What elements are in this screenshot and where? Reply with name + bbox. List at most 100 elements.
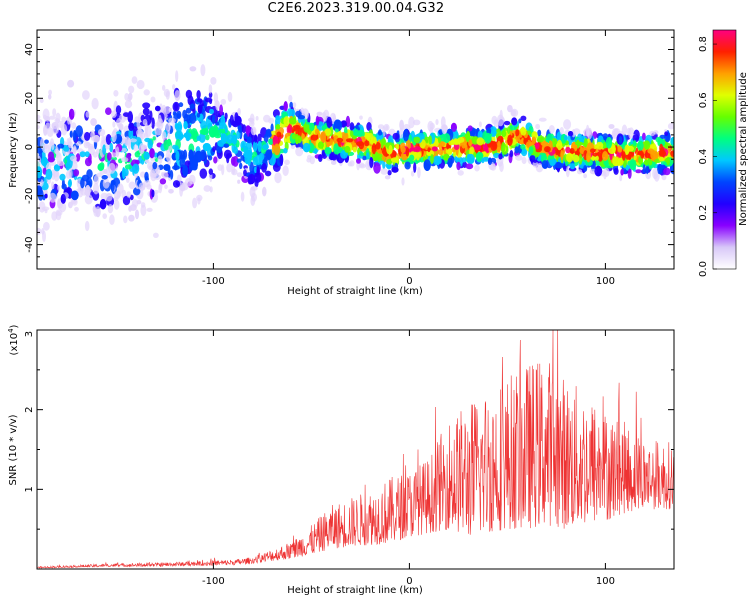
heatmap-cell <box>443 133 451 144</box>
heatmap-cell <box>43 124 48 136</box>
heatmap-cell <box>174 123 183 130</box>
heatmap-cell <box>467 125 473 132</box>
heatmap-cell <box>640 151 645 159</box>
heatmap-cell <box>44 193 48 199</box>
heatmap-cell <box>594 165 603 177</box>
heatmap-cell <box>109 214 115 225</box>
heatmap-cell <box>399 119 404 131</box>
heatmap-cell <box>102 144 107 155</box>
heatmap-cell <box>572 154 580 163</box>
heatmap-cell <box>563 135 568 141</box>
heatmap-cell <box>51 122 59 129</box>
heatmap-cell <box>521 156 527 165</box>
heatmap-cell <box>200 128 209 135</box>
heatmap-cell <box>82 90 90 100</box>
heatmap-cell <box>490 141 498 152</box>
heatmap-cell <box>213 156 218 164</box>
heatmap-cell <box>288 94 293 102</box>
heatmap-cell <box>85 185 91 197</box>
heatmap-cell <box>403 154 407 159</box>
heatmap-cell <box>457 170 464 176</box>
heatmap-cell <box>395 143 400 150</box>
heatmap-cell <box>353 129 360 137</box>
heatmap-cell <box>49 192 57 203</box>
heatmap-cell <box>198 132 206 143</box>
spectrogram-xtick-label: -100 <box>202 276 225 287</box>
heatmap-cell <box>219 104 224 116</box>
heatmap-cell <box>250 126 257 136</box>
heatmap-cell <box>94 140 97 150</box>
heatmap-cell <box>142 102 151 109</box>
heatmap-cell <box>73 169 80 177</box>
heatmap-cell <box>126 177 130 183</box>
heatmap-cell <box>226 134 234 144</box>
spectrogram-xtick-label: 100 <box>596 276 615 287</box>
heatmap-cell <box>344 145 351 153</box>
heatmap-cell <box>642 132 646 141</box>
heatmap-cell <box>603 167 610 177</box>
heatmap-cell <box>329 138 334 145</box>
heatmap-cell <box>617 146 623 153</box>
heatmap-cell <box>216 145 223 154</box>
heatmap-cell <box>234 112 239 124</box>
heatmap-cell <box>161 131 167 141</box>
heatmap-cell <box>127 111 133 123</box>
heatmap-cell <box>163 139 169 151</box>
heatmap-cell <box>105 134 112 145</box>
colorbar-tick-label: 0.2 <box>698 205 709 221</box>
heatmap-cell <box>283 101 288 112</box>
heatmap-cell <box>409 154 415 161</box>
heatmap-cell <box>123 215 128 224</box>
heatmap-cell <box>437 137 442 144</box>
heatmap-cell <box>535 163 544 173</box>
heatmap-cell <box>345 138 354 143</box>
heatmap-cell <box>142 118 148 126</box>
heatmap-cell <box>128 214 135 222</box>
heatmap-cell <box>301 133 305 139</box>
heatmap-cell <box>59 173 66 181</box>
heatmap-cell <box>163 113 168 118</box>
heatmap-cell <box>161 172 169 179</box>
heatmap-cell <box>435 119 439 125</box>
heatmap-cell <box>265 132 272 138</box>
heatmap-cell <box>401 177 405 186</box>
heatmap-cell <box>96 172 103 178</box>
heatmap-cell <box>297 115 306 120</box>
heatmap-cell <box>380 168 388 175</box>
heatmap-cell <box>70 190 79 201</box>
heatmap-cell <box>128 85 135 94</box>
heatmap-cell <box>221 164 225 176</box>
heatmap-cell <box>128 92 133 101</box>
heatmap-cell <box>626 127 632 136</box>
heatmap-cell <box>53 169 60 182</box>
heatmap-cell <box>667 122 674 130</box>
heatmap-cell <box>168 189 174 194</box>
colorbar-tick-label: 0.8 <box>698 36 709 52</box>
heatmap-cell <box>295 125 300 137</box>
heatmap-cell <box>75 153 81 162</box>
heatmap-cell <box>503 120 511 126</box>
heatmap-cell <box>428 135 433 145</box>
colorbar-tick-label: 0.0 <box>698 261 709 277</box>
heatmap-cell <box>93 174 100 185</box>
heatmap-cell <box>427 120 434 132</box>
heatmap-cell <box>510 109 517 117</box>
heatmap-cell <box>51 142 55 151</box>
heatmap-cell <box>189 156 195 165</box>
snr-xtick-label: 100 <box>596 576 615 587</box>
heatmap-cell <box>61 116 67 123</box>
heatmap-cell <box>427 147 431 153</box>
heatmap-cell <box>422 156 426 162</box>
heatmap-cell <box>624 144 630 155</box>
heatmap-cell <box>51 181 55 190</box>
heatmap-cell <box>255 116 259 121</box>
heatmap-cell <box>309 122 315 131</box>
heatmap-cell <box>283 147 288 154</box>
heatmap-cell <box>566 153 574 163</box>
heatmap-cell <box>243 133 248 139</box>
heatmap-cell <box>57 143 65 149</box>
heatmap-cell <box>417 166 421 179</box>
heatmap-cell <box>227 91 233 102</box>
heatmap-cell <box>110 152 117 158</box>
heatmap-cell <box>75 125 83 138</box>
